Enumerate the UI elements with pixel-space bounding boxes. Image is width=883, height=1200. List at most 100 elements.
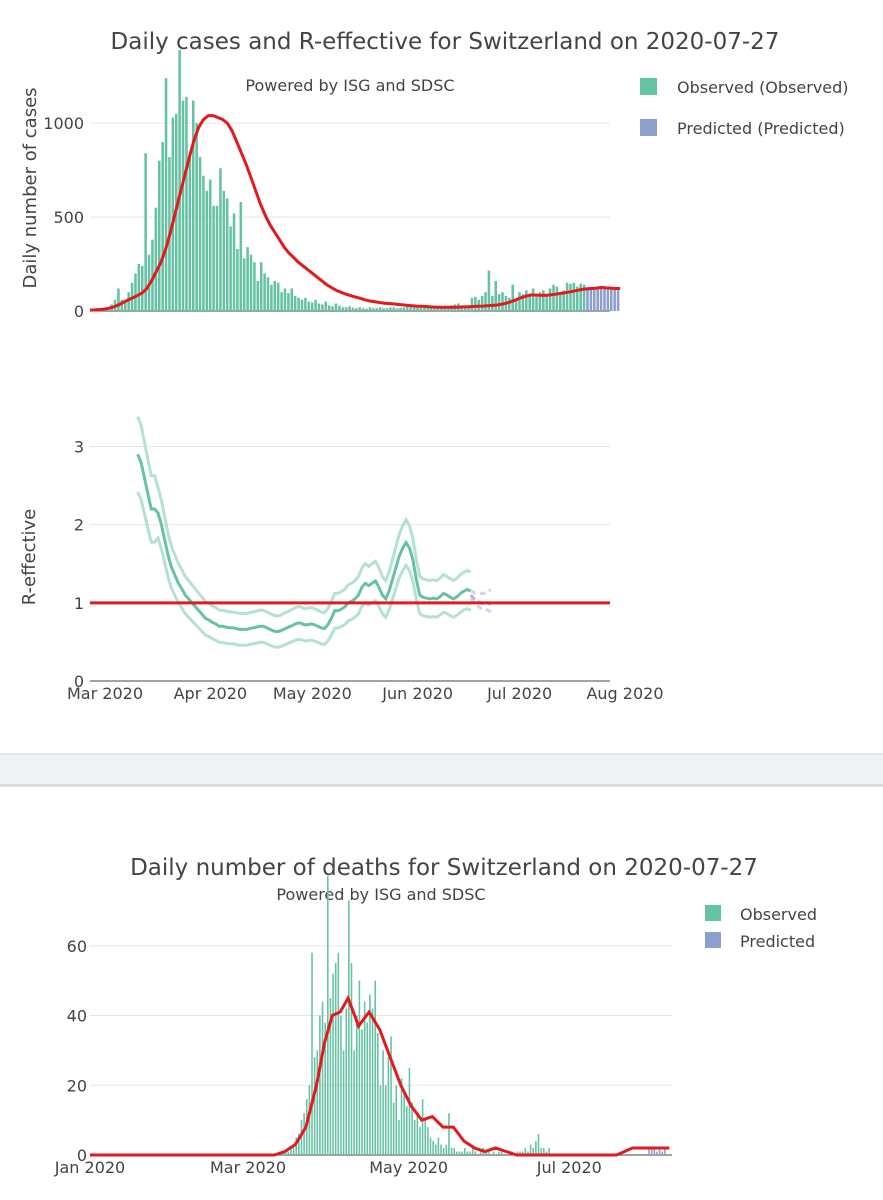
reff-y-tick-label: 1 <box>74 594 84 613</box>
cases-observed-bar <box>348 306 351 311</box>
reff-lower-band <box>136 491 472 649</box>
cases-observed-bar <box>514 299 518 311</box>
deaths-observed-bar <box>340 1015 342 1155</box>
deaths-observed-bar <box>284 1151 287 1155</box>
deaths-observed-bar <box>353 1050 355 1155</box>
deaths-observed-bar <box>521 1151 524 1155</box>
cases-observed-bar <box>525 290 528 311</box>
reff-y-axis-label: R-effective <box>19 509 40 606</box>
deaths-observed-bar <box>498 1151 500 1155</box>
cases-observed-bar <box>582 284 586 311</box>
deaths-observed-bar <box>448 1113 450 1155</box>
cases-observed-bar <box>283 288 287 311</box>
deaths-observed-bar <box>540 1148 542 1155</box>
deaths-observed-bar <box>332 973 334 1155</box>
cases-observed-bar <box>433 306 436 311</box>
deaths-legend-observed-swatch[interactable] <box>705 905 721 921</box>
cases-predicted-bar <box>596 287 599 311</box>
cases-observed-bar <box>423 307 426 311</box>
deaths-observed-bar <box>313 1057 316 1155</box>
cases-observed-bar <box>395 308 399 311</box>
deaths-observed-bar <box>290 1148 292 1155</box>
deaths-observed-bar <box>348 900 350 1155</box>
deaths-observed-bar <box>316 1050 319 1155</box>
deaths-observed-bar <box>358 980 361 1155</box>
reff-x-tick-label: May 2020 <box>273 684 352 703</box>
reff-predicted-upper <box>469 588 491 595</box>
cases-observed-bar <box>484 292 487 311</box>
deaths-observed-bar <box>390 1036 392 1155</box>
deaths-observed-bar <box>361 1029 363 1155</box>
deaths-smoothed-line <box>90 994 670 1157</box>
deaths-observed-bar <box>416 1113 419 1155</box>
cases-observed-bar <box>321 304 324 311</box>
cases-observed-bar <box>406 306 409 311</box>
deaths-observed-bar <box>413 1120 416 1155</box>
deaths-observed-bar <box>369 994 371 1155</box>
deaths-observed-bar <box>403 1092 405 1155</box>
cases-observed-bar <box>202 175 205 311</box>
deaths-observed-bar <box>421 1099 424 1155</box>
deaths-observed-bar <box>311 952 313 1155</box>
deaths-observed-bar <box>450 1148 453 1155</box>
reff-y-tick-label: 0 <box>74 672 84 691</box>
deaths-legend-predicted-label[interactable]: Predicted <box>740 932 815 951</box>
deaths-observed-bar <box>395 1085 398 1155</box>
deaths-y-tick-label: 40 <box>67 1007 87 1026</box>
cases-observed-bar <box>270 284 273 311</box>
deaths-observed-bar <box>440 1144 442 1155</box>
cases-observed-bar <box>154 207 158 311</box>
deaths-observed-bar <box>419 1127 421 1155</box>
cases-observed-bar <box>474 296 477 311</box>
deaths-observed-bar <box>345 1008 348 1155</box>
deaths-observed-bar <box>355 1015 358 1155</box>
deaths-chart-title: Daily number of deaths for Switzerland o… <box>130 855 758 881</box>
reff-upper-band <box>136 416 472 618</box>
legend-observed-label[interactable]: Observed (Observed) <box>677 78 849 97</box>
deaths-observed-bar <box>432 1141 434 1155</box>
legend-predicted-swatch[interactable] <box>640 119 657 136</box>
deaths-x-ticks: Jan 2020 Mar 2020 May 2020 Jul 2020 <box>54 1158 602 1177</box>
cases-observed-bar <box>385 308 389 311</box>
deaths-legend-observed-label[interactable]: Observed <box>740 905 817 924</box>
cases-observed-bar <box>368 307 372 311</box>
deaths-observed-bar <box>329 998 332 1155</box>
cases-observed-bar <box>324 301 328 311</box>
cases-observed-bar <box>246 247 249 311</box>
deaths-observed-bar <box>445 1144 448 1155</box>
cases-gridlines <box>90 122 610 312</box>
cases-observed-bar <box>178 49 181 311</box>
cases-observed-bar <box>548 288 552 311</box>
cases-observed-bar <box>263 273 266 311</box>
cases-observed-bar <box>140 265 144 311</box>
deaths-legend-predicted-swatch[interactable] <box>705 932 721 948</box>
cases-observed-bar <box>409 307 413 311</box>
legend-predicted-label[interactable]: Predicted (Predicted) <box>677 119 845 138</box>
cases-observed-bar <box>392 307 396 311</box>
cases-observed-bar <box>222 190 226 311</box>
cases-observed-bar <box>225 198 229 311</box>
cases-observed-bar <box>273 280 277 311</box>
cases-observed-bar <box>358 307 362 311</box>
deaths-observed-bar <box>382 1050 384 1155</box>
deaths-observed-bar <box>379 1085 382 1155</box>
cases-predicted-bar <box>599 286 603 311</box>
cases-observed-bar <box>440 308 443 311</box>
deaths-observed-bar <box>342 1050 345 1155</box>
cases-predicted-bar <box>616 288 620 311</box>
deaths-observed-bar <box>529 1144 532 1155</box>
deaths-figure: Daily number of deaths for Switzerland o… <box>54 855 817 1177</box>
cases-observed-bar <box>137 264 141 311</box>
section-separator <box>0 753 883 787</box>
legend-observed-swatch[interactable] <box>640 78 657 95</box>
cases-observed-bar <box>266 277 270 311</box>
cases-observed-bar <box>528 295 531 311</box>
cases-and-reff-figure: Daily cases and R-effective for Switzerl… <box>19 29 849 703</box>
cases-observed-bar <box>304 297 307 311</box>
deaths-chart-subtitle: Powered by ISG and SDSC <box>276 885 485 904</box>
deaths-observed-bar <box>474 1151 477 1155</box>
reff-x-tick-label: Jun 2020 <box>381 684 453 703</box>
deaths-observed-bar <box>334 963 337 1155</box>
deaths-observed-bar <box>456 1151 458 1155</box>
deaths-y-tick-label: 20 <box>67 1076 87 1095</box>
